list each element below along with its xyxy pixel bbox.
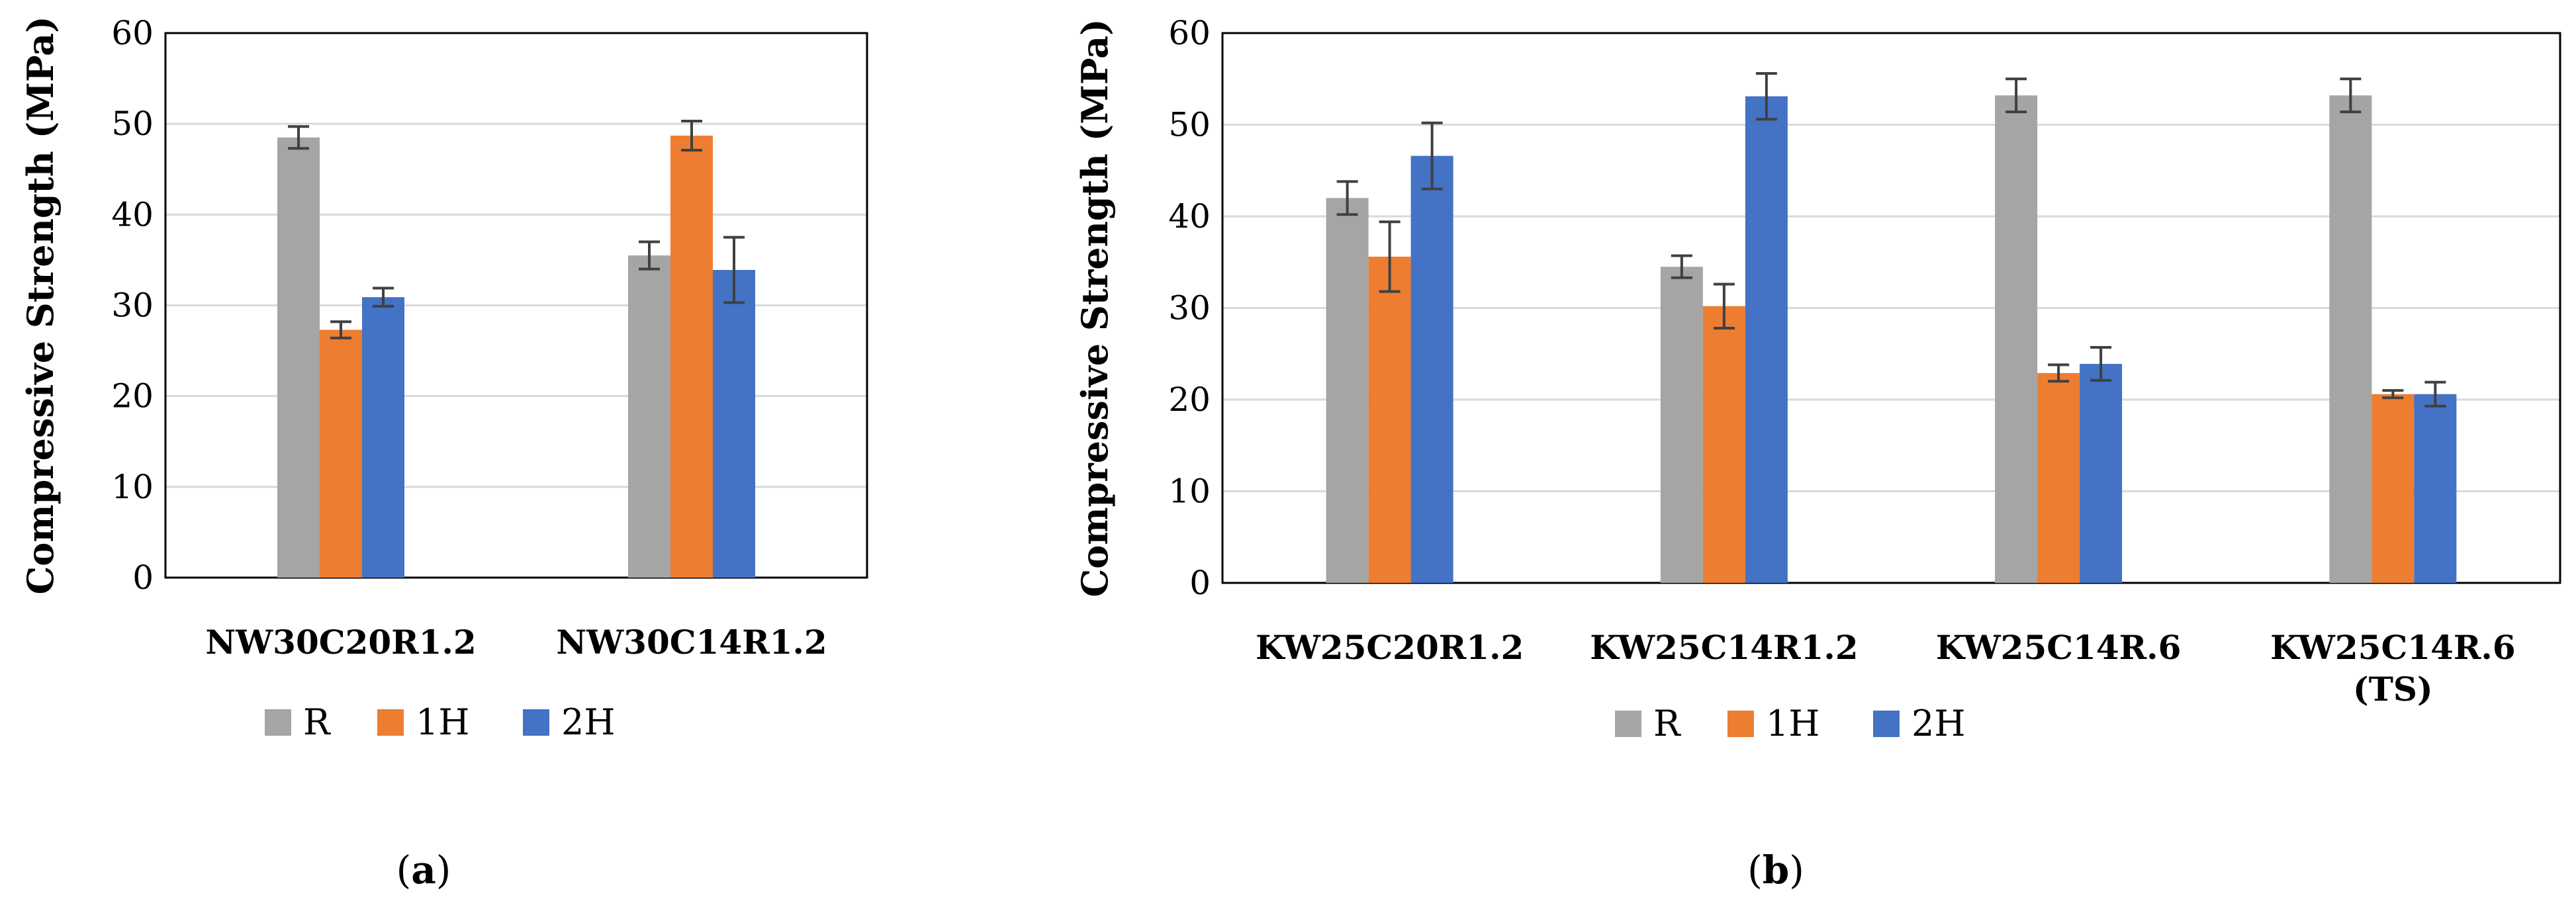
legend-label-2h: 2H (561, 701, 615, 743)
x-category-label: KW25C14R1.2 (1590, 628, 1858, 667)
bar-1h (1368, 256, 1411, 583)
y-axis-label: Compressive Strength (MPa) (19, 16, 62, 594)
bar-1h (670, 135, 713, 578)
y-tick-label: 0 (132, 558, 154, 597)
plot-border (1221, 32, 2561, 584)
y-tick-label: 0 (1189, 564, 1211, 602)
legend-swatch-r (265, 709, 291, 736)
x-category-label: KW25C14R.6 (1936, 628, 2182, 667)
bar-r (1995, 95, 2038, 583)
x-category-label: KW25C14R.6 (2270, 628, 2516, 667)
x-category-label: (TS) (2353, 670, 2433, 709)
y-tick-label: 50 (1168, 106, 1211, 144)
legend-label-r: R (1653, 703, 1681, 744)
legend-swatch-r (1615, 711, 1641, 737)
bar-2h (713, 270, 755, 578)
x-category-label: NW30C14R1.2 (556, 623, 827, 662)
legend-label-2h: 2H (1911, 703, 1965, 744)
bar-1h (1702, 306, 1745, 583)
y-tick-label: 20 (111, 377, 154, 416)
bar-r (1326, 198, 1369, 583)
legend-swatch-2h (523, 709, 549, 736)
panel-label: (a) (396, 848, 451, 893)
legend-label-1h: 1H (1766, 703, 1819, 744)
y-tick-label: 50 (111, 105, 154, 143)
bar-1h (320, 329, 362, 578)
y-tick-label: 10 (111, 468, 154, 506)
bar-2h (1410, 155, 1453, 584)
bar-1h (2371, 394, 2415, 583)
bar-r (2329, 95, 2372, 583)
legend-label-r: R (303, 701, 331, 743)
y-tick-label: 30 (111, 286, 154, 325)
bar-2h (362, 297, 404, 578)
x-category-label: KW25C20R1.2 (1256, 628, 1524, 667)
bar-2h (1745, 96, 1788, 583)
bar-r (1660, 267, 1703, 583)
y-tick-label: 30 (1168, 289, 1211, 328)
legend-label-1h: 1H (416, 701, 469, 743)
chart-a: 0 10 20 30 40 50 60 Compressive Strength (MPa) N… (19, 14, 868, 893)
bar-2h (2414, 394, 2457, 583)
plot-border (164, 32, 868, 579)
legend-swatch-1h (1727, 711, 1754, 737)
y-tick-label: 20 (1168, 380, 1211, 419)
y-axis-label: Compressive Strength (MPa) (1074, 19, 1116, 597)
y-tick-label: 60 (111, 14, 154, 52)
y-tick-label: 10 (1168, 472, 1211, 511)
panel-label: (b) (1747, 848, 1804, 893)
chart-b: 0 10 20 30 40 50 60 Compressive Strength (MPa) K… (1074, 14, 2561, 893)
legend-swatch-2h (1873, 711, 1900, 737)
y-tick-label: 40 (111, 195, 154, 234)
y-tick-label: 60 (1168, 14, 1211, 52)
bar-r (628, 255, 670, 578)
x-category-label: NW30C20R1.2 (205, 623, 476, 662)
bar-1h (2037, 372, 2080, 583)
legend-swatch-1h (377, 709, 404, 736)
bar-2h (2080, 363, 2123, 583)
bar-r (277, 137, 320, 578)
y-tick-label: 40 (1168, 197, 1211, 236)
